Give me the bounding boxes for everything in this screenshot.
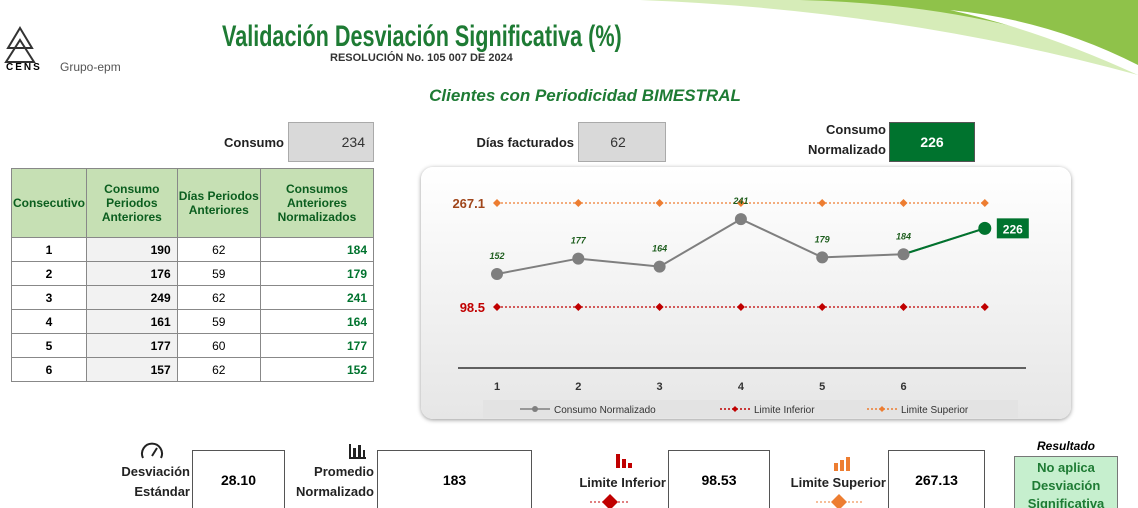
resultado-label: Resultado (1014, 439, 1118, 453)
superior-value: 267.13 (888, 450, 985, 508)
inferior-value: 98.53 (668, 450, 770, 508)
limit-marker (818, 199, 826, 207)
limit-marker (818, 303, 826, 311)
limit-label: 98.5 (460, 300, 485, 315)
consumo-point (654, 261, 666, 273)
limit-marker (737, 303, 745, 311)
consumo-point (491, 268, 503, 280)
superior-legend-icon (816, 492, 862, 508)
x-tick-label: 4 (738, 381, 745, 393)
limit-marker (656, 303, 664, 311)
consumo-point (572, 253, 584, 265)
limit-marker (981, 199, 989, 207)
superior-label: Limite Superior (776, 475, 886, 490)
desviacion-value: 28.10 (192, 450, 285, 508)
value-label: 164 (652, 244, 667, 254)
inferior-label: Limite Inferior (560, 475, 666, 490)
gauge-icon (140, 442, 164, 460)
inferior-icon (614, 452, 634, 470)
x-tick-label: 1 (494, 381, 500, 393)
inferior-legend-icon (590, 492, 630, 508)
desviacion-label: Desviación Estándar (100, 462, 190, 502)
dashboard: CENS Grupo-epm Validación Desviación Sig… (0, 0, 1138, 508)
promedio-value: 183 (377, 450, 532, 508)
consumo-point (898, 248, 910, 260)
value-label: 226 (1003, 222, 1023, 236)
value-label: 177 (571, 236, 587, 246)
value-label: 241 (732, 196, 748, 206)
value-label: 184 (896, 231, 911, 241)
resultado-value: No aplica Desviación Significativa (1014, 456, 1118, 508)
chart: 1 2 3 4 5 6 98.5 267.1 152 177 164 241 179 184 226 Cons… (0, 0, 1138, 508)
limit-marker (900, 199, 908, 207)
value-label: 152 (489, 251, 504, 261)
limit-marker (493, 199, 501, 207)
legend-label: Limite Inferior (754, 405, 815, 416)
bars-icon (348, 442, 368, 460)
legend-label: Limite Superior (901, 405, 969, 416)
promedio-label: Promedio Normalizado (288, 462, 374, 502)
limit-marker (900, 303, 908, 311)
highlight-segment (904, 228, 985, 254)
consumo-point (978, 222, 991, 235)
legend-marker (532, 406, 538, 412)
limit-marker (574, 199, 582, 207)
superior-icon (832, 455, 852, 473)
legend-label: Consumo Normalizado (554, 405, 656, 416)
x-tick-label: 2 (575, 381, 581, 393)
consumo-point (816, 251, 828, 263)
limit-marker (981, 303, 989, 311)
x-tick-label: 5 (819, 381, 825, 393)
limit-marker (574, 303, 582, 311)
value-label: 179 (815, 234, 830, 244)
consumo-point (735, 213, 747, 225)
limit-marker (656, 199, 664, 207)
x-tick-label: 6 (900, 381, 906, 393)
limit-label: 267.1 (452, 196, 485, 211)
limit-marker (493, 303, 501, 311)
consumo-line (497, 219, 985, 274)
x-tick-label: 3 (657, 381, 663, 393)
